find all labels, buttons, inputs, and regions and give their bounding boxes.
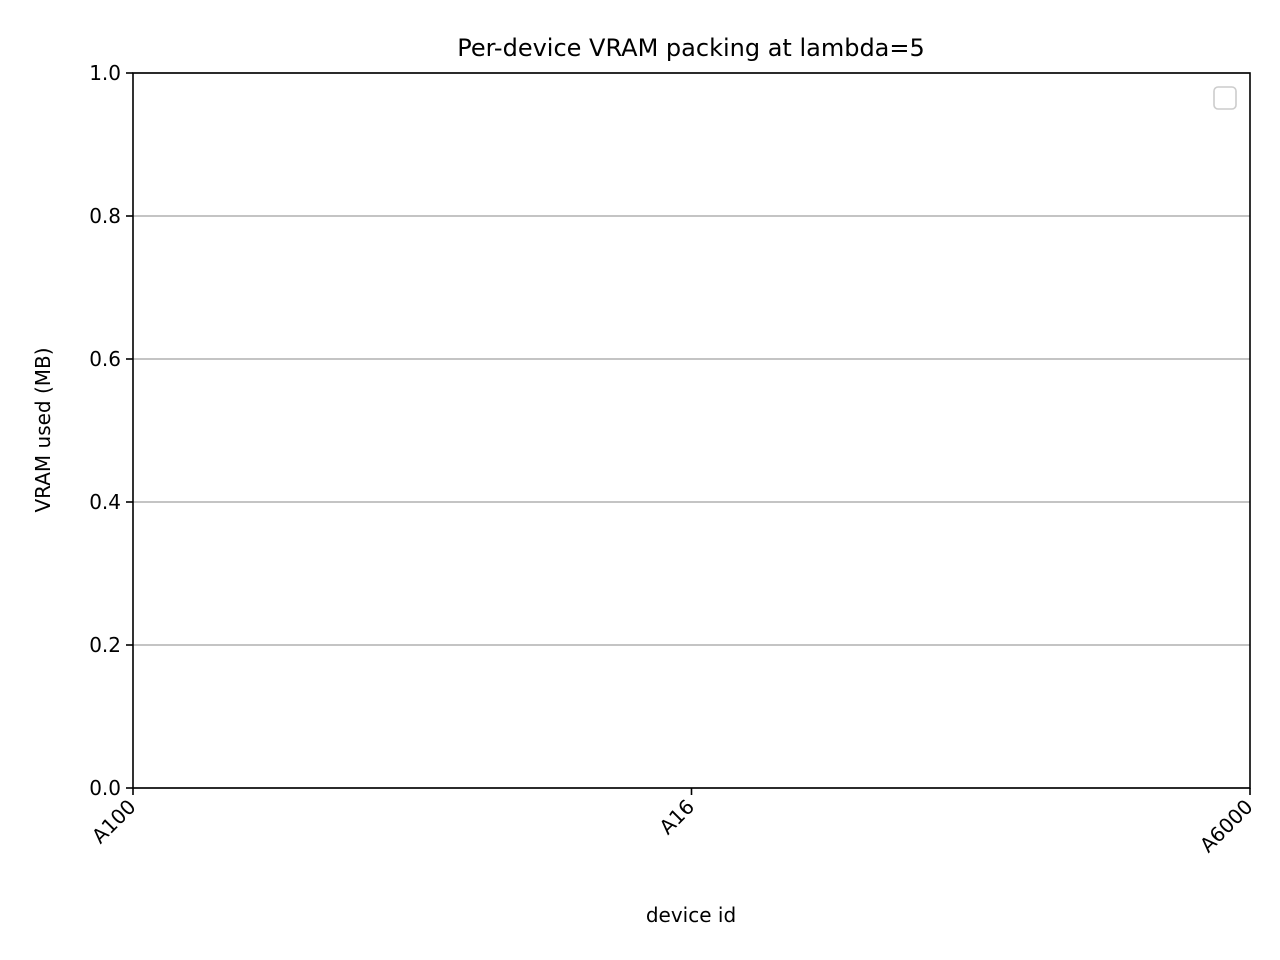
x-axis-label: device id xyxy=(646,903,736,927)
y-tick-label: 1.0 xyxy=(89,61,121,85)
y-tick-label: 0.2 xyxy=(89,633,121,657)
y-tick-label: 0.6 xyxy=(89,347,121,371)
y-tick-label: 0.8 xyxy=(89,204,121,228)
y-tick-label: 0.4 xyxy=(89,490,121,514)
legend-box[interactable] xyxy=(1213,86,1237,110)
chart-title: Per-device VRAM packing at lambda=5 xyxy=(457,34,925,62)
y-tick-label: 0.0 xyxy=(89,776,121,800)
y-axis-label: VRAM used (MB) xyxy=(31,347,55,512)
y-axis-ticks: 0.0 0.2 0.4 0.6 0.8 1.0 xyxy=(89,61,133,800)
